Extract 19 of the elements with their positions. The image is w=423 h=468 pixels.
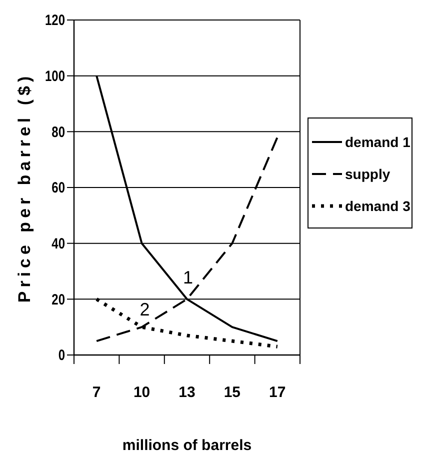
x-axis-title: millions of barrels xyxy=(122,437,252,454)
x-tick-label: 17 xyxy=(269,384,286,401)
legend-label: supply xyxy=(345,166,390,182)
annotation: 2 xyxy=(140,299,150,320)
x-tick-label: 10 xyxy=(133,384,150,401)
legend-label: demand 3 xyxy=(345,198,411,214)
y-tick-label: 0 xyxy=(58,347,65,364)
x-tick-label: 7 xyxy=(92,384,101,401)
x-tick-label: 13 xyxy=(178,384,196,401)
y-tick-label: 60 xyxy=(52,180,65,196)
y-tick-label: 40 xyxy=(52,235,65,252)
annotation: 1 xyxy=(182,267,194,288)
legend-label: demand 1 xyxy=(345,134,411,150)
y-tick-label: 20 xyxy=(52,291,65,308)
y-tick-label: 100 xyxy=(44,68,65,84)
y-axis-title: Price per barrel ($) xyxy=(15,72,34,303)
y-tick-label: 80 xyxy=(52,124,65,140)
x-tick-label: 15 xyxy=(224,384,241,401)
y-tick-label: 120 xyxy=(44,12,65,29)
